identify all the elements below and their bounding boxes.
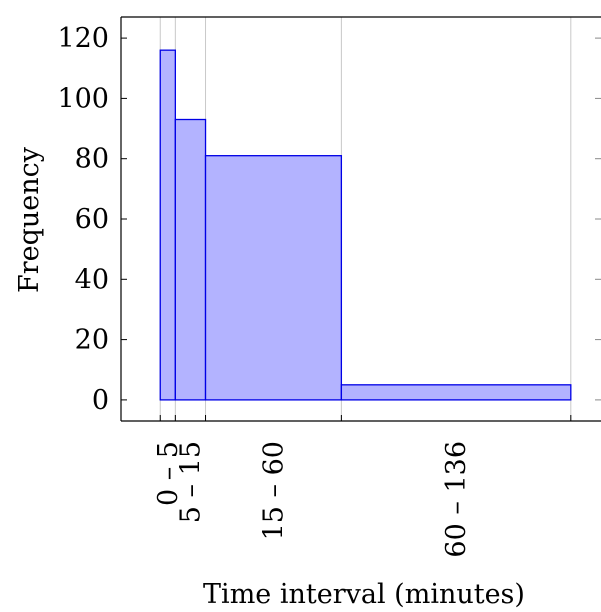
bar-3: [340, 384, 572, 401]
y-tick-label: 100: [57, 83, 109, 114]
bar-1: [174, 118, 207, 401]
label-layer: 0 20 40 60 80 100 120 0 – 55 – 15 15 – 60 60 – 13…: [57, 23, 472, 557]
y-tick-label: 80: [75, 144, 109, 175]
x-tick-label: 0 – 5: [153, 441, 184, 506]
x-tick-label: 5 – 15: [175, 441, 206, 523]
y-tick-label: 20: [75, 325, 109, 356]
axis-layer: [120, 16, 601, 422]
y-tick-label: 60: [75, 204, 109, 235]
y-tick-label: 0: [92, 385, 109, 416]
x-axis-title: Time interval (minutes): [203, 579, 525, 610]
bar-0: [159, 49, 176, 401]
y-tick-label: 40: [75, 264, 109, 295]
y-tick-label: 120: [57, 23, 109, 54]
x-tick-label: 15 – 60: [258, 441, 289, 540]
x-tick-label: 60 – 136: [441, 441, 472, 558]
bar-2: [204, 155, 343, 401]
y-axis-title: Frequency: [14, 146, 45, 293]
bar-layer: [159, 49, 572, 401]
